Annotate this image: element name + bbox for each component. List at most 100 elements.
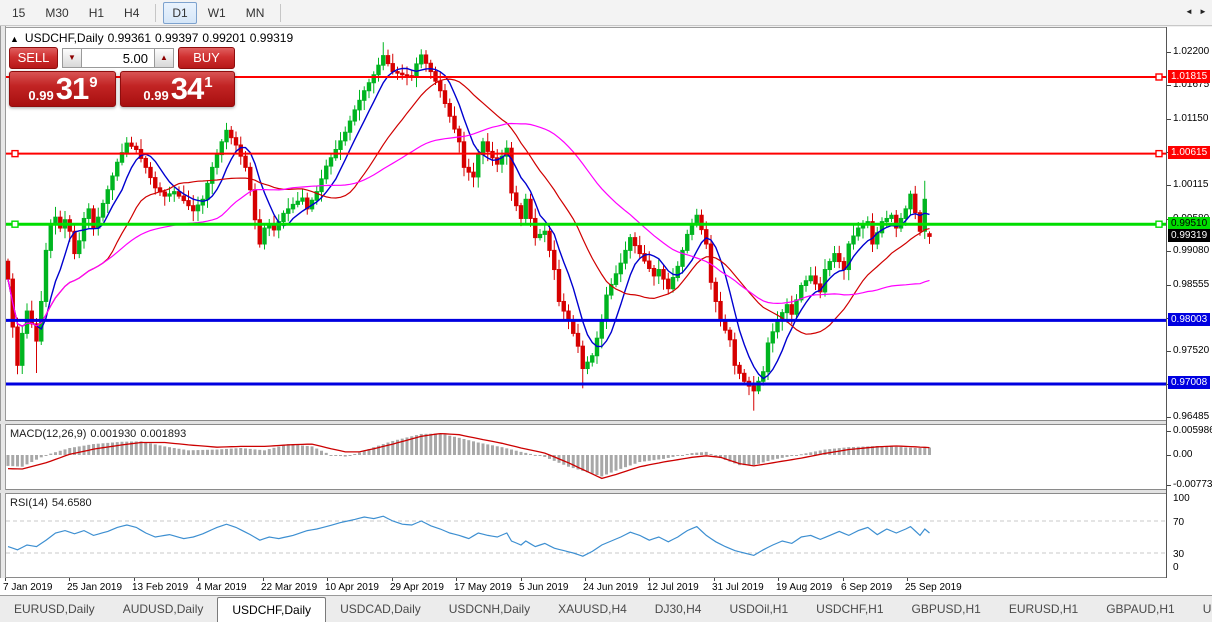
- price-level-badge: 0.98003: [1168, 313, 1211, 326]
- timeframe-button-15[interactable]: 15: [12, 5, 26, 20]
- macd-axis-label: 0.00: [1173, 449, 1193, 460]
- price-tick-label: 1.01675: [1173, 79, 1210, 90]
- date-tick-mark: [714, 578, 715, 581]
- sell-price-tile[interactable]: 0.99 31 9: [9, 71, 116, 107]
- rsi-value: 54.6580: [51, 497, 92, 509]
- price-tick-mark: [1167, 185, 1171, 186]
- date-tick-mark: [69, 578, 70, 581]
- toolbar-separator: [280, 3, 282, 22]
- macd-tick-mark: [1167, 431, 1171, 432]
- chart-tab-usdoil-h1[interactable]: USDOil,H1: [729, 602, 789, 616]
- timeframe-button-h1[interactable]: H1: [88, 5, 105, 20]
- level-drag-handle[interactable]: [1155, 149, 1163, 158]
- macd-panel[interactable]: [6, 424, 1212, 490]
- moving-average-line: [7, 122, 930, 327]
- timeframe-button-h4[interactable]: H4: [124, 5, 140, 20]
- timeframe-button-mn[interactable]: MN: [245, 5, 265, 20]
- sell-price-base: 0.99: [28, 87, 54, 103]
- date-axis[interactable]: 7 Jan 2019 25 Jan 2019 13 Feb 2019 4 Mar 20…: [0, 578, 1212, 596]
- main-chart-canvas[interactable]: [6, 28, 1166, 420]
- rsi-axis-label: 0: [1173, 562, 1179, 573]
- buy-button[interactable]: BUY: [178, 47, 235, 69]
- macd-axis-label: -0.007737: [1173, 479, 1212, 490]
- chart-tab-xauusd-h4[interactable]: XAUUSD,H4: [558, 602, 627, 616]
- rsi-label: RSI(14) 54.6580: [10, 497, 96, 509]
- macd-name: MACD(12,26,9): [10, 428, 87, 440]
- price-tick-label: 0.97520: [1173, 345, 1210, 356]
- date-label: 22 Mar 2019: [261, 582, 318, 593]
- price-tick-mark: [1167, 85, 1171, 86]
- price-tick-label: 0.99080: [1173, 245, 1210, 256]
- tab-scroll-left-icon[interactable]: ◄: [1185, 7, 1193, 16]
- chart-tab-usdjp[interactable]: USDJP: [1202, 602, 1212, 616]
- panel-splitter[interactable]: [0, 490, 1212, 493]
- buy-price-tile[interactable]: 0.99 34 1: [120, 71, 235, 107]
- macd-canvas[interactable]: [6, 425, 1166, 489]
- price-level-badge: 1.01815: [1168, 70, 1211, 83]
- volume-increase-button[interactable]: ▲: [154, 48, 174, 68]
- date-tick-mark: [521, 578, 522, 581]
- window-left-border: [0, 26, 6, 596]
- chart-tab-usdchf-h1[interactable]: USDCHF,H1: [816, 602, 884, 616]
- chart-tab-audusd-daily[interactable]: AUDUSD,Daily: [122, 602, 204, 616]
- date-tick-mark: [456, 578, 457, 581]
- date-label: 29 Apr 2019: [390, 582, 444, 593]
- chart-tab-gbpusd-h1[interactable]: GBPUSD,H1: [911, 602, 981, 616]
- chart-tab-eurusd-h1[interactable]: EURUSD,H1: [1008, 602, 1079, 616]
- moving-average-line: [7, 67, 930, 380]
- chart-tab-dj30-h4[interactable]: DJ30,H4: [654, 602, 702, 616]
- price-tick-mark: [1167, 251, 1171, 252]
- date-label: 7 Jan 2019: [3, 582, 53, 593]
- sell-button[interactable]: SELL: [9, 47, 58, 69]
- price-tick-label: 1.01150: [1173, 113, 1209, 124]
- chart-tab-eurusd-daily[interactable]: EURUSD,Daily: [14, 602, 95, 616]
- rsi-canvas[interactable]: [6, 494, 1166, 577]
- macd-tick-mark: [1167, 455, 1171, 456]
- date-tick-mark: [843, 578, 844, 581]
- chart-tab-bar: EURUSD,Daily AUDUSD,Daily USDCHF,Daily USDC…: [0, 596, 1212, 622]
- price-axis[interactable]: 1.022001.016751.011501.006251.001150.995…: [1167, 27, 1212, 578]
- tab-scroll-right-icon[interactable]: ►: [1199, 7, 1207, 16]
- price-tick-label: 0.98555: [1173, 279, 1210, 290]
- ohlc-low: 0.99201: [202, 31, 246, 45]
- date-tick-mark: [134, 578, 135, 581]
- chart-tab-usdchf-daily[interactable]: USDCHF,Daily: [217, 597, 327, 622]
- rsi-axis-label: 30: [1173, 549, 1185, 560]
- level-drag-handle[interactable]: [11, 220, 19, 228]
- date-tick-mark: [198, 578, 199, 581]
- level-drag-handle[interactable]: [11, 149, 19, 158]
- date-label: 6 Sep 2019: [841, 582, 893, 593]
- chart-tab-gbpaud-h1[interactable]: GBPAUD,H1: [1106, 602, 1175, 616]
- ohlc-close: 0.99319: [249, 31, 294, 45]
- level-drag-handle[interactable]: [1155, 73, 1163, 81]
- chart-tab-usdcnh-daily[interactable]: USDCNH,Daily: [448, 602, 531, 616]
- buy-price-big: 34: [170, 71, 204, 106]
- price-level-badge: 1.00615: [1168, 146, 1211, 159]
- price-tick-label: 0.96485: [1173, 411, 1210, 422]
- volume-input[interactable]: [82, 48, 154, 68]
- ohlc-high: 0.99397: [155, 31, 199, 45]
- timeframe-button-d1[interactable]: D1: [163, 1, 197, 24]
- rsi-panel[interactable]: [6, 493, 1212, 578]
- chart-tab-usdcad-daily[interactable]: USDCAD,Daily: [340, 602, 421, 616]
- current-price-badge: 0.99319: [1168, 229, 1211, 242]
- date-label: 13 Feb 2019: [132, 582, 189, 593]
- date-tick-mark: [778, 578, 779, 581]
- timeframe-button-m30[interactable]: M30: [45, 5, 69, 20]
- level-drag-handle[interactable]: [1155, 220, 1163, 228]
- price-tick-mark: [1167, 285, 1171, 286]
- volume-decrease-button[interactable]: ▼: [62, 48, 82, 68]
- buy-price-pip: 1: [204, 73, 213, 91]
- date-label: 5 Jun 2019: [519, 582, 569, 593]
- symbol-label: USDCHF,Daily: [24, 31, 104, 45]
- date-label: 25 Jan 2019: [67, 582, 123, 593]
- date-label: 17 May 2019: [454, 582, 512, 593]
- rsi-axis-label: 100: [1173, 493, 1190, 504]
- panel-splitter[interactable]: [0, 421, 1212, 424]
- date-label: 24 Jun 2019: [583, 582, 639, 593]
- timeframe-button-w1[interactable]: W1: [207, 5, 226, 20]
- collapse-panel-icon[interactable]: ▲: [10, 34, 19, 44]
- macd-tick-mark: [1167, 485, 1171, 486]
- sell-price-pip: 9: [89, 73, 98, 91]
